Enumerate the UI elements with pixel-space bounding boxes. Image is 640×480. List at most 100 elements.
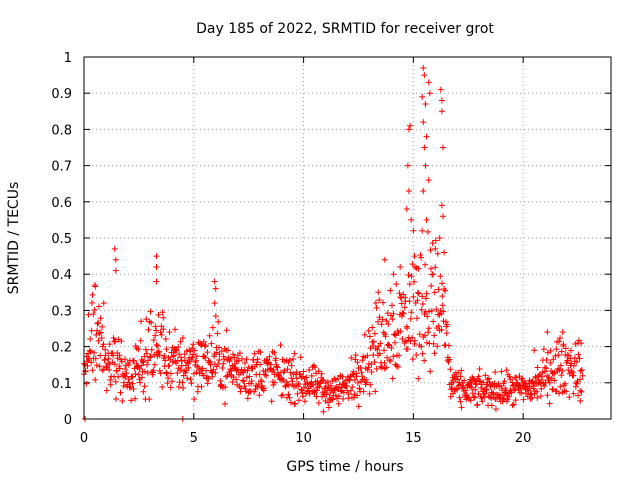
data-point — [571, 354, 578, 361]
data-point — [153, 278, 160, 285]
data-point — [191, 396, 198, 403]
data-point — [183, 347, 190, 354]
data-point — [86, 347, 93, 354]
data-point — [550, 356, 557, 363]
data-point — [292, 400, 299, 407]
data-point — [248, 377, 255, 384]
data-point — [211, 300, 218, 307]
data-point — [513, 374, 520, 381]
y-axis-label: SRMTID / TECUs — [6, 182, 22, 295]
data-point — [391, 339, 398, 346]
data-point — [415, 265, 422, 272]
data-point — [163, 346, 170, 353]
data-point — [573, 358, 580, 365]
data-point — [443, 330, 450, 337]
data-point — [174, 369, 181, 376]
data-point — [338, 384, 345, 391]
data-point — [553, 346, 560, 353]
data-point — [81, 361, 88, 368]
data-point — [188, 380, 195, 387]
data-point — [424, 313, 431, 320]
data-point — [370, 338, 377, 345]
data-point — [334, 375, 341, 382]
data-point — [157, 370, 164, 377]
data-point — [446, 356, 453, 363]
data-point — [373, 304, 380, 311]
data-point — [411, 278, 418, 285]
data-point — [560, 341, 567, 348]
data-point — [457, 398, 464, 405]
data-point — [375, 289, 382, 296]
data-point — [110, 352, 117, 359]
data-point — [409, 334, 416, 341]
data-point — [87, 348, 94, 355]
data-point — [376, 297, 383, 304]
data-point — [577, 397, 584, 404]
data-point — [310, 382, 317, 389]
data-point — [320, 408, 327, 415]
data-point — [112, 256, 119, 263]
data-point — [172, 326, 179, 333]
data-point — [273, 363, 280, 370]
data-point — [332, 392, 339, 399]
data-point — [359, 373, 366, 380]
data-point — [125, 362, 132, 369]
data-point — [570, 362, 577, 369]
data-point — [447, 393, 454, 400]
data-point — [154, 342, 161, 349]
data-point — [422, 295, 429, 302]
data-point — [418, 343, 425, 350]
data-point — [138, 318, 145, 325]
data-point — [177, 366, 184, 373]
data-point — [112, 378, 119, 385]
data-point — [409, 356, 416, 363]
data-point — [381, 365, 388, 372]
data-point — [529, 379, 536, 386]
data-point — [93, 331, 100, 338]
data-point — [454, 386, 461, 393]
data-point — [433, 306, 440, 313]
data-point — [447, 366, 454, 373]
data-point — [547, 360, 554, 367]
data-point — [403, 206, 410, 213]
data-point — [369, 324, 376, 331]
data-point — [251, 388, 258, 395]
data-point — [119, 397, 126, 404]
data-point — [91, 282, 98, 289]
data-point — [510, 382, 517, 389]
data-point — [214, 330, 221, 337]
data-point — [190, 351, 197, 358]
data-point — [476, 377, 483, 384]
data-point — [422, 101, 429, 108]
data-point — [434, 250, 441, 257]
data-point — [475, 373, 482, 380]
data-point — [190, 341, 197, 348]
data-point — [287, 369, 294, 376]
data-point — [393, 281, 400, 288]
data-point — [179, 379, 186, 386]
data-point — [182, 369, 189, 376]
data-point — [568, 368, 575, 375]
data-point — [579, 372, 586, 379]
data-point — [313, 387, 320, 394]
data-point — [422, 309, 429, 316]
data-point — [92, 355, 99, 362]
data-point — [446, 342, 453, 349]
data-point — [498, 368, 505, 375]
data-point — [111, 245, 118, 252]
data-point — [529, 394, 536, 401]
data-point — [153, 263, 160, 270]
data-point — [112, 338, 119, 345]
data-point — [406, 298, 413, 305]
data-point — [417, 251, 424, 258]
data-point — [244, 395, 251, 402]
data-point — [576, 355, 583, 362]
data-point — [372, 300, 379, 307]
data-point — [387, 287, 394, 294]
data-point — [418, 306, 425, 313]
data-point — [506, 373, 513, 380]
data-point — [363, 379, 370, 386]
data-point — [229, 351, 236, 358]
data-point — [118, 338, 125, 345]
data-point — [461, 377, 468, 384]
